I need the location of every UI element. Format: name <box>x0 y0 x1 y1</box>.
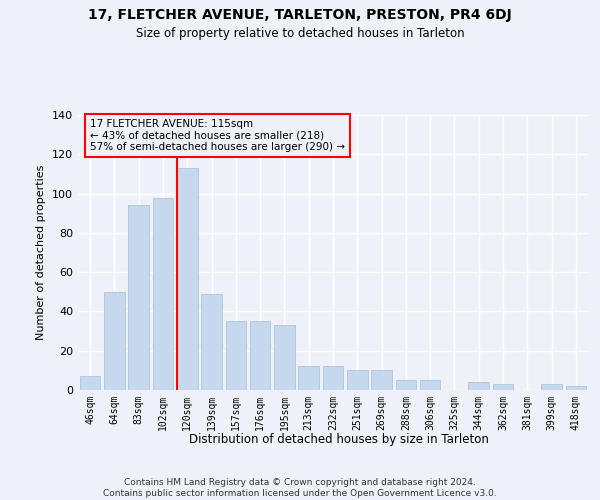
Text: 17 FLETCHER AVENUE: 115sqm
← 43% of detached houses are smaller (218)
57% of sem: 17 FLETCHER AVENUE: 115sqm ← 43% of deta… <box>90 119 345 152</box>
Bar <box>250 322 271 390</box>
Bar <box>201 294 222 390</box>
Y-axis label: Number of detached properties: Number of detached properties <box>37 165 46 340</box>
Text: Contains HM Land Registry data © Crown copyright and database right 2024.
Contai: Contains HM Land Registry data © Crown c… <box>103 478 497 498</box>
Bar <box>152 198 173 390</box>
Bar <box>566 386 586 390</box>
Bar <box>104 292 125 390</box>
Text: Distribution of detached houses by size in Tarleton: Distribution of detached houses by size … <box>189 432 489 446</box>
Bar <box>469 382 489 390</box>
Text: Size of property relative to detached houses in Tarleton: Size of property relative to detached ho… <box>136 28 464 40</box>
Bar <box>323 366 343 390</box>
Text: 17, FLETCHER AVENUE, TARLETON, PRESTON, PR4 6DJ: 17, FLETCHER AVENUE, TARLETON, PRESTON, … <box>88 8 512 22</box>
Bar <box>128 206 149 390</box>
Bar <box>395 380 416 390</box>
Bar <box>80 376 100 390</box>
Bar <box>493 384 514 390</box>
Bar <box>420 380 440 390</box>
Bar <box>371 370 392 390</box>
Bar <box>226 322 246 390</box>
Bar <box>177 168 197 390</box>
Bar <box>298 366 319 390</box>
Bar <box>541 384 562 390</box>
Bar <box>274 325 295 390</box>
Bar <box>347 370 368 390</box>
